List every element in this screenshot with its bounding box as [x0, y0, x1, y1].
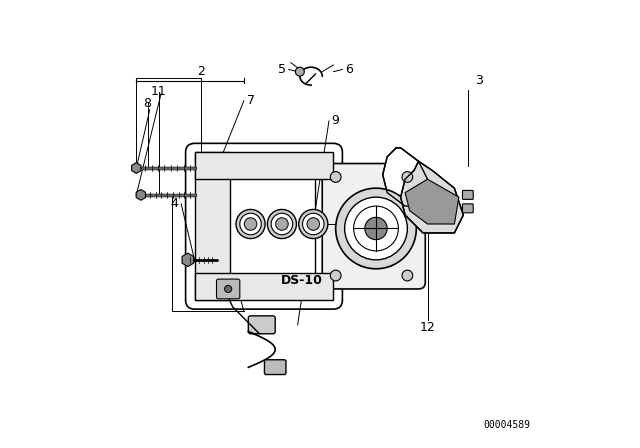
Text: 2: 2	[197, 65, 205, 78]
Text: 9: 9	[332, 114, 340, 128]
Bar	[195, 273, 333, 300]
Polygon shape	[405, 179, 459, 224]
Circle shape	[344, 197, 408, 260]
Circle shape	[336, 188, 417, 269]
Text: 00004589: 00004589	[484, 420, 531, 430]
Ellipse shape	[244, 218, 257, 230]
Text: 6: 6	[345, 63, 353, 76]
Bar	[195, 152, 333, 179]
FancyBboxPatch shape	[186, 143, 342, 309]
Circle shape	[225, 285, 232, 293]
Ellipse shape	[271, 213, 292, 235]
Polygon shape	[383, 148, 428, 206]
Ellipse shape	[276, 218, 288, 230]
FancyBboxPatch shape	[463, 204, 473, 213]
Text: 7: 7	[246, 94, 255, 108]
FancyBboxPatch shape	[264, 360, 286, 375]
Text: 3: 3	[475, 74, 483, 87]
Ellipse shape	[303, 213, 324, 235]
Ellipse shape	[240, 213, 261, 235]
Circle shape	[402, 270, 413, 281]
Ellipse shape	[236, 210, 265, 238]
FancyBboxPatch shape	[226, 166, 316, 287]
Text: 4: 4	[170, 197, 179, 211]
Polygon shape	[132, 163, 141, 173]
Text: 5: 5	[278, 63, 286, 76]
Circle shape	[365, 217, 387, 240]
Circle shape	[330, 270, 341, 281]
Polygon shape	[401, 161, 463, 233]
Ellipse shape	[307, 218, 319, 230]
FancyBboxPatch shape	[323, 164, 425, 289]
Bar	[195, 152, 230, 300]
FancyBboxPatch shape	[248, 316, 275, 334]
Ellipse shape	[268, 210, 296, 238]
Polygon shape	[182, 253, 194, 267]
Text: 8: 8	[143, 96, 152, 110]
Circle shape	[295, 67, 305, 76]
Text: 1: 1	[298, 217, 306, 231]
Polygon shape	[136, 190, 145, 200]
Ellipse shape	[299, 210, 328, 238]
Text: 11: 11	[151, 85, 166, 99]
FancyBboxPatch shape	[216, 279, 240, 299]
Circle shape	[402, 172, 413, 182]
FancyBboxPatch shape	[463, 190, 473, 199]
Text: DS-10: DS-10	[281, 273, 323, 287]
Circle shape	[330, 172, 341, 182]
Text: 12: 12	[420, 320, 435, 334]
